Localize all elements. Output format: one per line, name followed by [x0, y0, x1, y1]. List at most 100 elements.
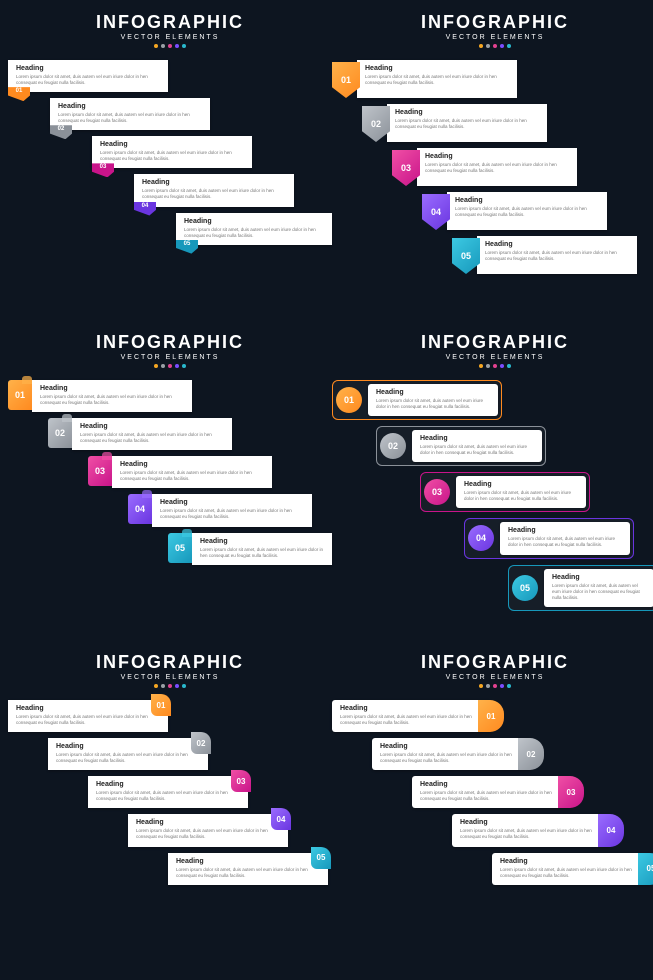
dot: [175, 364, 179, 368]
step-card: HeadingLorem ipsum dolor sit amet, duis …: [192, 533, 332, 565]
step-outline: 02HeadingLorem ipsum dolor sit amet, dui…: [376, 426, 546, 466]
step-heading: Heading: [485, 241, 629, 248]
step: HeadingLorem ipsum dolor sit amet, duis …: [372, 738, 653, 770]
step-body: Lorem ipsum dolor sit amet, duis autem v…: [100, 150, 244, 162]
step: HeadingLorem ipsum dolor sit amet, duis …: [452, 814, 653, 846]
step-heading: Heading: [16, 705, 160, 712]
infographic-panel: INFOGRAPHICVECTOR ELEMENTS Heading Lorem i…: [332, 650, 653, 970]
dot: [175, 684, 179, 688]
step-body: Lorem ipsum dolor sit amet, duis autem v…: [16, 714, 160, 726]
color-dots: [8, 684, 332, 688]
step-body: Lorem ipsum dolor sit amet, duis autem v…: [464, 490, 578, 502]
step-heading: Heading: [142, 179, 286, 186]
step-card: HeadingLorem ipsum dolor sit amet, duis …: [176, 213, 332, 245]
steps-container: 01 Heading Lorem ipsum dolor sit amet, dui…: [8, 376, 332, 575]
step-heading: Heading: [455, 197, 599, 204]
step: 05HeadingLorem ipsum dolor sit amet, dui…: [508, 565, 653, 611]
step-card: Heading Lorem ipsum dolor sit amet, duis …: [32, 380, 192, 412]
step-body: Lorem ipsum dolor sit amet, duis autem v…: [160, 508, 304, 520]
step-heading: Heading: [80, 423, 224, 430]
step-number-circle: 04: [468, 525, 494, 551]
step-heading: Heading: [365, 65, 509, 72]
step-heading: Heading: [552, 574, 646, 581]
step-outline: 05HeadingLorem ipsum dolor sit amet, dui…: [508, 565, 653, 611]
dot: [500, 44, 504, 48]
color-dots: [8, 364, 332, 368]
step-heading: Heading: [380, 743, 524, 750]
step-number-fold: 01: [8, 380, 32, 410]
title: INFOGRAPHIC: [332, 12, 653, 33]
step-body: Lorem ipsum dolor sit amet, duis autem v…: [500, 867, 644, 879]
dot: [479, 684, 483, 688]
steps-container: Heading Lorem ipsum dolor sit amet, duis …: [8, 696, 332, 895]
panel-header: INFOGRAPHICVECTOR ELEMENTS: [332, 12, 653, 48]
step: HeadingLorem ipsum dolor sit amet, duis …: [50, 98, 332, 130]
dot: [161, 44, 165, 48]
color-dots: [332, 684, 653, 688]
step-number-tab-right: 03: [558, 776, 584, 808]
step-number-fold: 02: [48, 418, 72, 448]
title: INFOGRAPHIC: [8, 652, 332, 673]
step-number-circle: 05: [512, 575, 538, 601]
step-number-tab: 04: [134, 202, 156, 216]
step-body: Lorem ipsum dolor sit amet, duis autem v…: [460, 828, 604, 840]
step-heading: Heading: [40, 385, 184, 392]
step-heading: Heading: [58, 103, 202, 110]
step-body: Lorem ipsum dolor sit amet, duis autem v…: [184, 227, 324, 239]
dot: [168, 44, 172, 48]
step-outline: 01HeadingLorem ipsum dolor sit amet, dui…: [332, 380, 502, 420]
step-card: HeadingLorem ipsum dolor sit amet, duis …: [8, 60, 168, 92]
dot: [182, 364, 186, 368]
step-card: HeadingLorem ipsum dolor sit amet, duis …: [50, 98, 210, 130]
step: 04HeadingLorem ipsum dolor sit amet, dui…: [464, 518, 653, 558]
step-heading: Heading: [376, 389, 490, 396]
dot: [507, 684, 511, 688]
step-number-tab-right: 04: [598, 814, 624, 846]
step-card: HeadingLorem ipsum dolor sit amet, duis …: [412, 776, 572, 808]
step-heading: Heading: [120, 461, 264, 468]
step-heading: Heading: [425, 153, 569, 160]
step-number-tab: 02: [50, 125, 72, 139]
infographic-panel: INFOGRAPHICVECTOR ELEMENTSHeadingLorem i…: [8, 10, 332, 330]
step-body: Lorem ipsum dolor sit amet, duis autem v…: [176, 867, 320, 879]
step-number-tab-right: 01: [478, 700, 504, 732]
step-card: HeadingLorem ipsum dolor sit amet, duis …: [48, 738, 208, 770]
step-body: Lorem ipsum dolor sit amet, duis autem v…: [40, 394, 184, 406]
step-card: HeadingLorem ipsum dolor sit amet, duis …: [168, 853, 328, 885]
step-number-curl: 03: [231, 770, 251, 792]
steps-container: Heading Lorem ipsum dolor sit amet, duis …: [332, 696, 653, 895]
step-number-badge: 03: [392, 150, 420, 186]
panel-header: INFOGRAPHICVECTOR ELEMENTS: [8, 652, 332, 688]
step: 02HeadingLorem ipsum dolor sit amet, dui…: [362, 104, 653, 142]
step: 02HeadingLorem ipsum dolor sit amet, dui…: [376, 426, 653, 466]
step: 01HeadingLorem ipsum dolor sit amet, dui…: [332, 60, 653, 98]
dot: [161, 684, 165, 688]
step: 01 Heading Lorem ipsum dolor sit amet, dui…: [8, 380, 332, 412]
step: HeadingLorem ipsum dolor sit amet, duis …: [92, 136, 332, 168]
step-card: HeadingLorem ipsum dolor sit amet, duis …: [452, 814, 612, 846]
title: INFOGRAPHIC: [8, 332, 332, 353]
step: 01HeadingLorem ipsum dolor sit amet, dui…: [332, 380, 653, 420]
step-card: Heading Lorem ipsum dolor sit amet, duis …: [8, 700, 168, 732]
step-heading: Heading: [464, 481, 578, 488]
step-heading: Heading: [56, 743, 200, 750]
step-heading: Heading: [200, 538, 324, 545]
step: HeadingLorem ipsum dolor sit amet, duis …: [332, 700, 653, 732]
dot: [479, 44, 483, 48]
step-number-badge: 02: [362, 106, 390, 142]
step-heading: Heading: [136, 819, 280, 826]
dot: [500, 684, 504, 688]
step-number-badge: 05: [452, 238, 480, 274]
step-body: Lorem ipsum dolor sit amet, duis autem v…: [340, 714, 484, 726]
step-number-badge: 01: [332, 62, 360, 98]
dot: [486, 44, 490, 48]
step: HeadingLorem ipsum dolor sit amet, duis …: [134, 174, 332, 206]
step-body: Lorem ipsum dolor sit amet, duis autem v…: [376, 398, 490, 410]
step-number-curl: 02: [191, 732, 211, 754]
title: INFOGRAPHIC: [332, 652, 653, 673]
step-card: Heading Lorem ipsum dolor sit amet, duis …: [456, 476, 586, 508]
infographic-panel: INFOGRAPHICVECTOR ELEMENTS01HeadingLorem…: [332, 10, 653, 330]
step-card: HeadingLorem ipsum dolor sit amet, duis …: [112, 456, 272, 488]
step-number-curl: 01: [151, 694, 171, 716]
subtitle: VECTOR ELEMENTS: [332, 674, 653, 681]
